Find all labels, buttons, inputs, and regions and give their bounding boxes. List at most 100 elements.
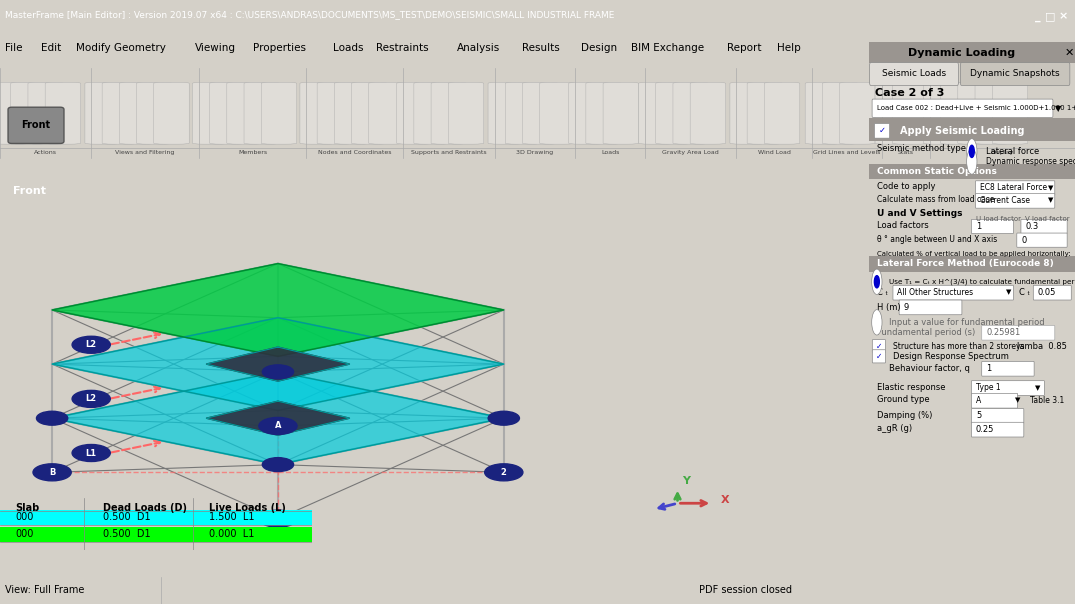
Bar — [869, 256, 1075, 272]
Polygon shape — [206, 347, 349, 381]
Polygon shape — [52, 263, 504, 356]
FancyBboxPatch shape — [872, 339, 886, 353]
Text: Loads: Loads — [601, 150, 619, 155]
Circle shape — [72, 445, 111, 461]
FancyBboxPatch shape — [11, 82, 46, 144]
Text: Dynamic Loading: Dynamic Loading — [908, 48, 1015, 58]
Text: File: File — [5, 43, 23, 53]
Text: Live Loads (L): Live Loads (L) — [209, 503, 286, 513]
Text: A: A — [275, 422, 282, 431]
Text: Common Static Options: Common Static Options — [877, 167, 997, 176]
Text: B: B — [49, 468, 55, 477]
Text: H (m): H (m) — [877, 303, 901, 312]
Text: Dynamic response spectrum: Dynamic response spectrum — [986, 157, 1075, 166]
FancyBboxPatch shape — [981, 326, 1055, 340]
Text: L2: L2 — [86, 394, 97, 403]
Text: Dynamic Snapshots: Dynamic Snapshots — [971, 69, 1060, 79]
Text: Results: Results — [522, 43, 560, 53]
Text: Type 1: Type 1 — [976, 384, 1001, 392]
FancyBboxPatch shape — [0, 82, 29, 144]
FancyBboxPatch shape — [875, 82, 911, 144]
Circle shape — [259, 510, 297, 527]
Text: θ ° angle between U and X axis: θ ° angle between U and X axis — [877, 234, 998, 243]
Text: Design Response Spectrum: Design Response Spectrum — [893, 352, 1009, 361]
Text: X: X — [721, 495, 730, 506]
FancyBboxPatch shape — [28, 82, 63, 144]
FancyBboxPatch shape — [992, 82, 1028, 144]
Text: ✓: ✓ — [876, 342, 883, 351]
Text: EC8 Lateral Force: EC8 Lateral Force — [980, 184, 1047, 193]
Circle shape — [37, 411, 68, 425]
FancyBboxPatch shape — [874, 123, 890, 138]
Text: Dead Loads (D): Dead Loads (D) — [103, 503, 187, 513]
Text: Fundamental period (s): Fundamental period (s) — [877, 328, 975, 337]
Text: lamba  0.85: lamba 0.85 — [1017, 342, 1067, 351]
Text: C ₜ: C ₜ — [877, 288, 888, 297]
Bar — [869, 164, 1075, 179]
Circle shape — [72, 390, 111, 407]
Text: ▼: ▼ — [1006, 289, 1012, 295]
Text: Views and Filtering: Views and Filtering — [115, 150, 175, 155]
Text: Input a value for fundamental period: Input a value for fundamental period — [889, 318, 1045, 327]
Text: 0.25: 0.25 — [976, 425, 994, 434]
Text: 1: 1 — [275, 514, 281, 523]
Text: U and V Settings: U and V Settings — [877, 209, 962, 218]
FancyBboxPatch shape — [317, 82, 353, 144]
FancyBboxPatch shape — [488, 82, 524, 144]
Text: View: Full Frame: View: Full Frame — [5, 585, 85, 596]
FancyBboxPatch shape — [972, 381, 1045, 396]
Text: Display: Display — [991, 150, 1014, 155]
FancyBboxPatch shape — [639, 82, 674, 144]
Text: 5: 5 — [976, 411, 981, 420]
Text: Elastic response: Elastic response — [877, 383, 945, 392]
Text: BIM Exchange: BIM Exchange — [631, 43, 704, 53]
Text: ✓: ✓ — [878, 126, 886, 135]
FancyBboxPatch shape — [1033, 285, 1072, 300]
Circle shape — [485, 464, 522, 481]
FancyBboxPatch shape — [941, 82, 976, 144]
FancyBboxPatch shape — [334, 82, 370, 144]
Text: ×: × — [1059, 11, 1067, 22]
FancyBboxPatch shape — [261, 82, 297, 144]
FancyBboxPatch shape — [975, 181, 1055, 196]
Text: 0.500  D1: 0.500 D1 — [103, 529, 150, 539]
FancyBboxPatch shape — [870, 63, 959, 85]
FancyBboxPatch shape — [747, 82, 783, 144]
Text: 9: 9 — [904, 303, 909, 312]
Text: Properties: Properties — [253, 43, 305, 53]
FancyBboxPatch shape — [958, 82, 993, 144]
FancyBboxPatch shape — [569, 82, 604, 144]
Text: a_gR (g): a_gR (g) — [877, 425, 912, 434]
Text: Viewing: Viewing — [195, 43, 235, 53]
Text: Structure has more than 2 storeys: Structure has more than 2 storeys — [893, 342, 1024, 351]
Text: Seismic method type: Seismic method type — [877, 144, 965, 153]
FancyBboxPatch shape — [586, 82, 621, 144]
Circle shape — [966, 139, 977, 164]
FancyBboxPatch shape — [960, 63, 1070, 85]
Text: Load factors: Load factors — [877, 222, 929, 231]
Text: 0: 0 — [1021, 236, 1027, 245]
Bar — [869, 118, 1075, 141]
FancyBboxPatch shape — [872, 350, 886, 363]
FancyBboxPatch shape — [1017, 233, 1067, 247]
Circle shape — [970, 146, 974, 158]
Polygon shape — [206, 401, 349, 435]
FancyBboxPatch shape — [431, 82, 467, 144]
FancyBboxPatch shape — [210, 82, 245, 144]
FancyBboxPatch shape — [369, 82, 404, 144]
Text: 1: 1 — [986, 364, 991, 373]
FancyBboxPatch shape — [972, 219, 1014, 234]
Text: ▼: ▼ — [1047, 198, 1052, 204]
Text: 1: 1 — [976, 222, 981, 231]
Polygon shape — [52, 318, 504, 411]
Text: Code to apply: Code to apply — [877, 182, 935, 191]
Text: 1.500  L1: 1.500 L1 — [209, 512, 255, 522]
FancyBboxPatch shape — [972, 393, 1018, 408]
Text: Grid Lines and Levels: Grid Lines and Levels — [813, 150, 880, 155]
Circle shape — [33, 464, 71, 481]
FancyBboxPatch shape — [540, 82, 575, 144]
FancyBboxPatch shape — [102, 82, 138, 144]
Text: Calculated % of vertical load to be applied horizontally:  53.12: Calculated % of vertical load to be appl… — [877, 251, 1075, 257]
Text: Use T₁ = Cₜ x H^(3/4) to calculate fundamental period: Use T₁ = Cₜ x H^(3/4) to calculate funda… — [889, 278, 1075, 285]
Text: 000: 000 — [15, 512, 34, 522]
